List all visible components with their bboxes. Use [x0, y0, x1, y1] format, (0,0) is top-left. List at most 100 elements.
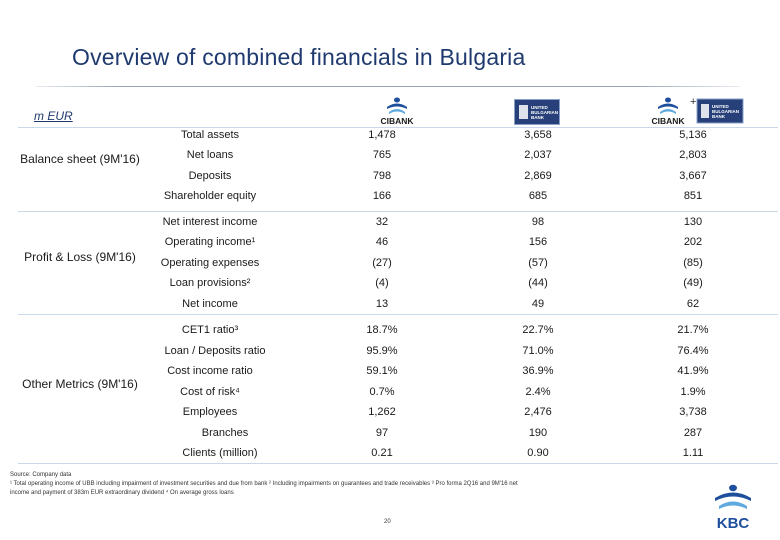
table-row: Cost of risk⁴ 0.7% 2.4% 1.9%: [160, 386, 760, 404]
row-label: Operating income¹: [164, 236, 256, 248]
combined-value: 62: [686, 298, 700, 310]
cibank-value: 95.9%: [366, 345, 398, 357]
combined-cibank-text: CIBANK: [651, 116, 685, 126]
combined-value: 851: [683, 190, 703, 202]
table-row: Branches 97 190 287: [160, 427, 760, 445]
row-label: CET1 ratio³: [181, 324, 239, 336]
cibank-value: 59.1%: [366, 365, 398, 377]
ubb-value: 2.4%: [525, 386, 551, 398]
page-title: Overview of combined financials in Bulga…: [72, 44, 526, 70]
table-row: Cost income ratio 59.1% 36.9% 41.9%: [160, 365, 760, 383]
combined-value: 130: [683, 216, 703, 228]
combined-value: (49): [683, 277, 703, 289]
table-row: Net interest income 32 98 130: [160, 216, 760, 234]
ubb-value: (44): [528, 277, 548, 289]
ubb-logo-text-2: BULGARIAN: [531, 110, 558, 115]
row-label: Net interest income: [162, 216, 258, 228]
cibank-value: 0.7%: [369, 386, 395, 398]
cibank-value: 13: [375, 298, 389, 310]
kbc-logo-text: KBC: [717, 515, 750, 531]
combined-value: 3,738: [679, 406, 707, 418]
cibank-logo: CIBANK: [380, 97, 414, 126]
combined-value: 21.7%: [677, 324, 709, 336]
section-profit-loss: Profit & Loss (9M'16): [24, 250, 136, 264]
combined-value: 41.9%: [677, 365, 709, 377]
cibank-value: 0.21: [371, 447, 393, 459]
cibank-value: 798: [372, 170, 392, 182]
footnotes: Source: Company data ¹ Total operating i…: [10, 471, 660, 498]
title-divider: [35, 86, 740, 87]
row-label: Cost of risk⁴: [180, 386, 240, 398]
row-label: Branches: [201, 427, 249, 439]
unit-label: m EUR: [34, 109, 73, 123]
combined-value: 202: [683, 236, 703, 248]
ubb-logo: UNITED BULGARIAN BANK: [514, 99, 560, 125]
cibank-value: 97: [375, 427, 389, 439]
combined-value: 1.11: [682, 447, 704, 459]
cibank-value: 32: [375, 216, 389, 228]
row-label: Loan provisions²: [169, 277, 251, 289]
divider-top: [18, 127, 778, 128]
row-label: Net loans: [186, 149, 234, 161]
footnote-source: Source: Company data: [10, 472, 72, 478]
cibank-value: (4): [375, 277, 389, 289]
table-row: Operating expenses (27) (57) (85): [160, 257, 760, 275]
table-row: CET1 ratio³ 18.7% 22.7% 21.7%: [160, 324, 760, 342]
row-label: Operating expenses: [160, 257, 260, 269]
section-other-metrics: Other Metrics (9M'16): [22, 377, 138, 391]
cibank-value: 1,262: [368, 406, 396, 418]
ubb-value: 156: [528, 236, 548, 248]
row-label: Total assets: [180, 129, 240, 141]
row-label: Deposits: [188, 170, 232, 182]
combined-value: 287: [683, 427, 703, 439]
ubb-value: 36.9%: [522, 365, 554, 377]
table-row: Operating income¹ 46 156 202: [160, 236, 760, 254]
ubb-logo-text-1: UNITED: [531, 105, 549, 110]
table-row: Total assets 1,478 3,658 5,136: [160, 129, 760, 147]
combined-ubb-text-1: UNITED: [712, 104, 730, 109]
ubb-value: 685: [528, 190, 548, 202]
cibank-value: 166: [372, 190, 392, 202]
page-number: 20: [384, 519, 391, 525]
combined-ubb-text-2: BULGARIAN: [712, 109, 739, 114]
row-label: Clients (million): [182, 447, 258, 459]
ubb-value: 0.90: [527, 447, 549, 459]
ubb-value: 22.7%: [522, 324, 554, 336]
ubb-value: 2,869: [524, 170, 552, 182]
ubb-value: 2,476: [524, 406, 552, 418]
cibank-value: (27): [372, 257, 392, 269]
ubb-value: 3,658: [524, 129, 552, 141]
cibank-value: 46: [375, 236, 389, 248]
combined-value: 76.4%: [677, 345, 709, 357]
row-label: Loan / Deposits ratio: [164, 345, 266, 357]
table-row: Clients (million) 0.21 0.90 1.11: [160, 447, 760, 465]
combined-value: (85): [683, 257, 703, 269]
cibank-value: 18.7%: [366, 324, 398, 336]
divider-pl-other: [18, 314, 778, 315]
table-row: Loan / Deposits ratio 95.9% 71.0% 76.4%: [160, 345, 760, 363]
cibank-logo-text: CIBANK: [380, 116, 414, 126]
ubb-value: 71.0%: [522, 345, 554, 357]
divider-bottom: [18, 463, 778, 464]
row-label: Employees: [182, 406, 238, 418]
kbc-logo: KBC: [715, 484, 751, 531]
ubb-logo-text-3: BANK: [531, 115, 545, 120]
combined-value: 5,136: [679, 129, 707, 141]
cibank-value: 1,478: [368, 129, 396, 141]
footnote-notes-1: ¹ Total operating income of UBB includin…: [10, 481, 518, 487]
table-row: Employees 1,262 2,476 3,738: [160, 406, 760, 424]
row-label: Net income: [182, 298, 238, 310]
table-row: Loan provisions² (4) (44) (49): [160, 277, 760, 295]
plus-sign: +: [690, 96, 697, 108]
ubb-value: (57): [528, 257, 548, 269]
table-row: Net income 13 49 62: [160, 298, 760, 316]
ubb-value: 98: [531, 216, 545, 228]
ubb-value: 49: [531, 298, 545, 310]
cibank-value: 765: [372, 149, 392, 161]
table-row: Shareholder equity 166 685 851: [160, 190, 760, 208]
combined-value: 2,803: [679, 149, 707, 161]
combined-ubb-text-3: BANK: [712, 114, 726, 119]
table-row: Deposits 798 2,869 3,667: [160, 170, 760, 188]
ubb-value: 2,037: [524, 149, 552, 161]
ubb-value: 190: [528, 427, 548, 439]
